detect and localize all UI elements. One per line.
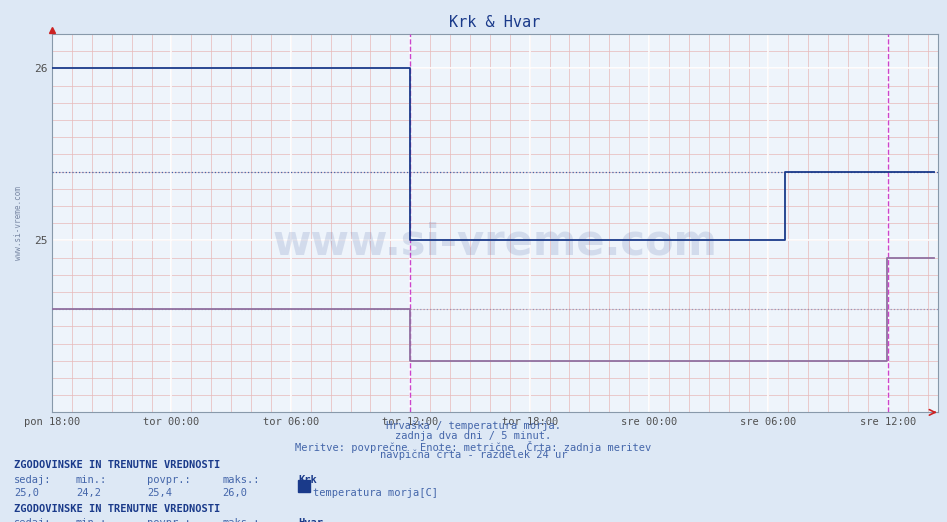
Text: povpr.:: povpr.:: [147, 518, 190, 522]
Text: min.:: min.:: [76, 518, 107, 522]
Text: ZGODOVINSKE IN TRENUTNE VREDNOSTI: ZGODOVINSKE IN TRENUTNE VREDNOSTI: [14, 460, 221, 470]
Text: ZGODOVINSKE IN TRENUTNE VREDNOSTI: ZGODOVINSKE IN TRENUTNE VREDNOSTI: [14, 504, 221, 514]
Text: temperatura morja[C]: temperatura morja[C]: [313, 488, 438, 497]
Text: maks.:: maks.:: [223, 518, 260, 522]
Text: Meritve: povprečne  Enote: metrične  Črta: zadnja meritev: Meritve: povprečne Enote: metrične Črta:…: [295, 441, 652, 453]
Text: 25,4: 25,4: [147, 488, 171, 497]
Text: navpična črta - razdelek 24 ur: navpična črta - razdelek 24 ur: [380, 450, 567, 460]
Text: www.si-vreme.com: www.si-vreme.com: [14, 186, 23, 260]
Text: povpr.:: povpr.:: [147, 475, 190, 485]
Text: Hrvaška / temperatura morja.: Hrvaška / temperatura morja.: [386, 420, 561, 431]
Text: Krk: Krk: [298, 475, 317, 485]
Text: zadnja dva dni / 5 minut.: zadnja dva dni / 5 minut.: [396, 431, 551, 441]
Text: maks.:: maks.:: [223, 475, 260, 485]
Text: sedaj:: sedaj:: [14, 518, 52, 522]
Text: 25,0: 25,0: [14, 488, 39, 497]
Text: 26,0: 26,0: [223, 488, 247, 497]
Text: www.si-vreme.com: www.si-vreme.com: [273, 221, 717, 263]
Title: Krk & Hvar: Krk & Hvar: [449, 15, 541, 30]
Text: sedaj:: sedaj:: [14, 475, 52, 485]
Text: min.:: min.:: [76, 475, 107, 485]
Text: 24,2: 24,2: [76, 488, 100, 497]
Text: Hvar: Hvar: [298, 518, 323, 522]
